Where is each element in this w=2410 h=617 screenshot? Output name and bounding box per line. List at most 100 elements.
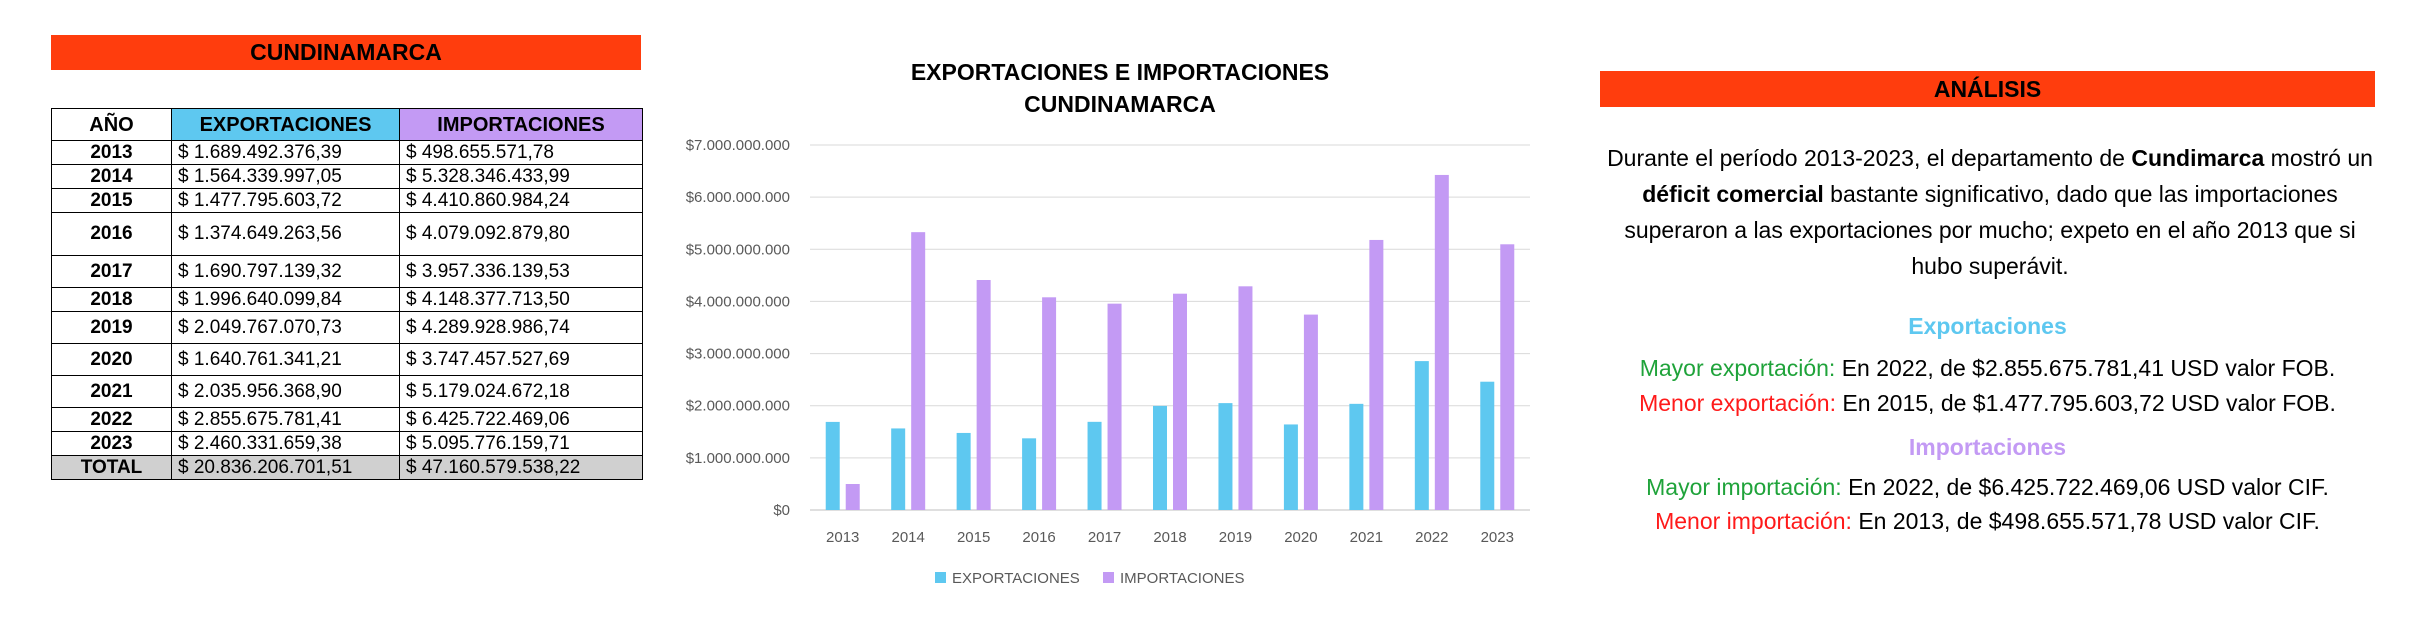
cell-exports: $ 2.049.767.070,73 [171, 311, 400, 344]
cell-imports: $ 4.079.092.879,80 [399, 212, 643, 256]
bar-importaciones-2013 [845, 483, 860, 510]
min-export-line: Menor exportación: En 2015, de $1.477.79… [1600, 390, 2375, 417]
table-row: 2020 $ 1.640.761.341,21 $ 3.747.457.527,69 [51, 343, 643, 376]
legend-label-exportaciones: EXPORTACIONES [952, 570, 1080, 587]
bar-importaciones-2021 [1369, 239, 1384, 510]
y-tick-label: $0 [773, 502, 790, 519]
cell-imports: $ 5.179.024.672,18 [399, 375, 643, 408]
table-row: 2013 $ 1.689.492.376,39 $ 498.655.571,78 [51, 140, 643, 165]
x-tick-label: 2021 [1350, 529, 1383, 546]
bar-importaciones-2018 [1173, 293, 1187, 510]
y-tick-label: $4.000.000.000 [686, 293, 790, 310]
x-tick-label: 2014 [891, 529, 924, 546]
total-label: TOTAL [51, 455, 172, 480]
imports-heading: Importaciones [1908, 434, 2067, 460]
analysis-text-3: bastante significativo, dado que las imp… [1624, 181, 2356, 279]
table-row: 2017 $ 1.690.797.139,32 $ 3.957.336.139,53 [51, 255, 643, 288]
cell-year: 2014 [51, 164, 172, 189]
bar-exportaciones-2022 [1414, 361, 1429, 510]
cell-imports: $ 5.328.346.433,99 [399, 164, 643, 189]
min-export-label: Menor exportación: [1639, 390, 1836, 416]
table-row: 2015 $ 1.477.795.603,72 $ 4.410.860.984,24 [51, 188, 643, 213]
cell-exports: $ 1.374.649.263,56 [171, 212, 400, 256]
chart-title-line1: EXPORTACIONES E IMPORTACIONES [910, 59, 1330, 85]
trade-table: AÑO EXPORTACIONES IMPORTACIONES 2013 $ 1.… [51, 108, 643, 480]
bar-importaciones-2019 [1238, 286, 1253, 510]
region-title: CUNDINAMARCA [250, 39, 442, 65]
legend-swatch-exportaciones [935, 572, 946, 583]
bar-exportaciones-2018 [1153, 405, 1167, 510]
bar-importaciones-2015 [976, 280, 991, 510]
x-tick-label: 2015 [957, 529, 990, 546]
cell-year: 2016 [51, 212, 172, 256]
cell-exports: $ 1.689.492.376,39 [171, 140, 400, 165]
x-tick-label: 2018 [1153, 529, 1186, 546]
bar-exportaciones-2016 [1022, 438, 1037, 510]
table-row: 2022 $ 2.855.675.781,41 $ 6.425.722.469,06 [51, 407, 643, 432]
x-tick-label: 2013 [826, 529, 859, 546]
min-import-text: En 2013, de $498.655.571,78 USD valor CI… [1851, 508, 2320, 534]
cell-imports: $ 4.289.928.986,74 [399, 311, 643, 344]
chart-title-line2: CUNDINAMARCA [1024, 91, 1216, 117]
bar-exportaciones-2020 [1283, 424, 1298, 510]
y-tick-label: $3.000.000.000 [686, 346, 790, 363]
max-export-line: Mayor exportación: En 2022, de $2.855.67… [1600, 355, 2375, 382]
bar-exportaciones-2013 [825, 421, 840, 510]
table-row: 2019 $ 2.049.767.070,73 $ 4.289.928.986,74 [51, 311, 643, 344]
max-import-text: En 2022, de $6.425.722.469,06 USD valor … [1841, 474, 2329, 500]
table-row: 2021 $ 2.035.956.368,90 $ 5.179.024.672,18 [51, 375, 643, 408]
cell-exports: $ 1.690.797.139,32 [171, 255, 400, 288]
x-tick-label: 2017 [1088, 529, 1121, 546]
cell-exports: $ 2.035.956.368,90 [171, 375, 400, 408]
analysis-bold-deficit: déficit comercial [1642, 181, 1824, 207]
max-export-label: Mayor exportación: [1639, 355, 1836, 381]
max-export-text: En 2022, de $2.855.675.781,41 USD valor … [1835, 355, 2336, 381]
bar-exportaciones-2023 [1480, 381, 1495, 510]
analysis-text-1: Durante el período 2013-2023, el departa… [1607, 145, 2132, 171]
x-tick-label: 2019 [1219, 529, 1252, 546]
chart-title: EXPORTACIONES E IMPORTACIONES CUNDINAMAR… [760, 56, 1480, 120]
cell-year: 2017 [51, 255, 172, 288]
bar-exportaciones-2014 [891, 428, 906, 510]
min-export-text: En 2015, de $1.477.795.603,72 USD valor … [1835, 390, 2336, 416]
cell-exports: $ 1.640.761.341,21 [171, 343, 400, 376]
legend-label-importaciones: IMPORTACIONES [1120, 570, 1244, 587]
analysis-paragraph: Durante el período 2013-2023, el departa… [1605, 140, 2375, 284]
cell-year: 2015 [51, 188, 172, 213]
analysis-text-2: mostró un [2264, 145, 2373, 171]
cell-imports: $ 498.655.571,78 [399, 140, 643, 165]
cell-year: 2019 [51, 311, 172, 344]
cell-exports: $ 1.477.795.603,72 [171, 188, 400, 213]
table-row: 2018 $ 1.996.640.099,84 $ 4.148.377.713,50 [51, 287, 643, 312]
min-import-line: Menor importación: En 2013, de $498.655.… [1600, 508, 2375, 535]
y-tick-label: $2.000.000.000 [686, 398, 790, 415]
table-row: 2016 $ 1.374.649.263,56 $ 4.079.092.879,80 [51, 212, 643, 256]
cell-year: 2021 [51, 375, 172, 408]
bar-importaciones-2023 [1500, 244, 1515, 510]
cell-year: 2022 [51, 407, 172, 432]
header-year: AÑO [51, 108, 172, 141]
cell-imports: $ 5.095.776.159,71 [399, 431, 643, 456]
cell-imports: $ 4.148.377.713,50 [399, 287, 643, 312]
max-import-label: Mayor importación: [1646, 474, 1842, 500]
cell-year: 2013 [51, 140, 172, 165]
bar-importaciones-2020 [1303, 314, 1318, 510]
cell-exports: $ 1.564.339.997,05 [171, 164, 400, 189]
bar-importaciones-2016 [1042, 297, 1057, 510]
cell-imports: $ 3.957.336.139,53 [399, 255, 643, 288]
analysis-bold-department: Cundimarca [2131, 145, 2265, 171]
header-exports: EXPORTACIONES [171, 108, 400, 141]
total-row: TOTAL $ 20.836.206.701,51 $ 47.160.579.538… [51, 455, 643, 480]
bar-importaciones-2017 [1107, 303, 1122, 510]
table-row: 2014 $ 1.564.339.997,05 $ 5.328.346.433,99 [51, 164, 643, 189]
min-import-label: Menor importación: [1655, 508, 1852, 534]
cell-exports: $ 1.996.640.099,84 [171, 287, 400, 312]
y-tick-label: $7.000.000.000 [686, 137, 790, 154]
bar-importaciones-2022 [1434, 174, 1449, 511]
bar-exportaciones-2017 [1087, 421, 1102, 510]
bar-exportaciones-2021 [1349, 403, 1364, 510]
cell-imports: $ 6.425.722.469,06 [399, 407, 643, 432]
x-tick-label: 2022 [1415, 529, 1448, 546]
cell-year: 2023 [51, 431, 172, 456]
total-imports: $ 47.160.579.538,22 [399, 455, 643, 480]
